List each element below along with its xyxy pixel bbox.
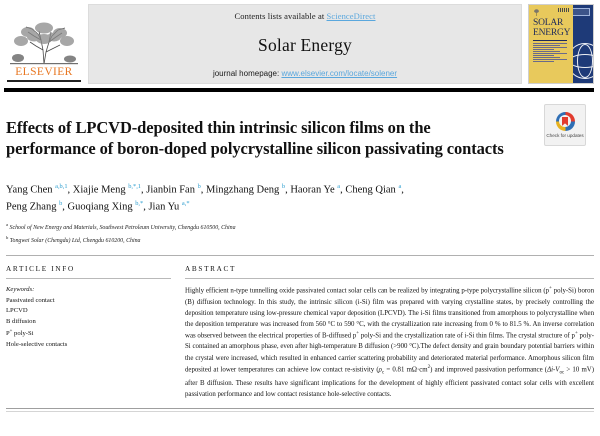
cover-line: [533, 53, 567, 54]
article-info-rule: [6, 278, 171, 280]
keyword-item: P+ poly-Si: [6, 328, 34, 337]
sciencedirect-link[interactable]: ScienceDirect: [326, 11, 376, 21]
cover-line: [533, 43, 567, 44]
page-footer-rule: [6, 410, 594, 412]
affiliation-marker-a: a: [6, 222, 9, 228]
cover-line: [533, 51, 560, 52]
article-info-heading: ARTICLE INFO: [6, 265, 75, 274]
contents-list-line: Contents lists available at ScienceDirec…: [234, 11, 375, 21]
crossmark-label: Check for updates: [546, 132, 584, 138]
cover-barcode-icon: [558, 8, 571, 12]
article-body-columns: ARTICLE INFO Keywords: Passivated contac…: [0, 256, 600, 400]
author-affil-marker[interactable]: a: [398, 183, 402, 191]
cover-divider: [533, 40, 568, 41]
cover-line: [533, 45, 560, 46]
keyword-item: B diffusion: [6, 318, 36, 326]
author-affil-marker[interactable]: a,b,1: [55, 183, 68, 191]
affiliation-list: a School of New Energy and Materials, So…: [0, 215, 600, 246]
cover-line: [533, 47, 567, 48]
author-affil-marker[interactable]: b,*: [135, 199, 144, 207]
author-affil-marker[interactable]: a,*: [181, 199, 190, 207]
page-title: Effects of LPCVD-deposited thin intrinsi…: [6, 118, 504, 159]
journal-cover-thumbnail[interactable]: SOLAR ENERGY: [528, 4, 594, 84]
affiliation-b: b Tongwei Solar (Chengdu) Ltd, Chengdu 6…: [6, 234, 594, 247]
elsevier-wordmark: ELSEVIER: [15, 65, 73, 78]
crossmark-ring-icon: [555, 111, 575, 131]
affiliation-b-text: Tongwei Solar (Chengdu) Ltd, Chengdu 610…: [9, 237, 141, 244]
crossmark-badge[interactable]: Check for updates: [544, 104, 586, 146]
author-list: Yang Chen a,b,1, Xiajie Meng b,*,1, Jian…: [0, 170, 600, 215]
masthead-bottom-rule: [4, 88, 594, 92]
author-affil-marker[interactable]: a: [337, 183, 341, 191]
cover-society-logo-icon: [573, 8, 590, 16]
author-affil-marker[interactable]: b: [59, 199, 63, 207]
cover-line: [533, 59, 567, 60]
cover-line: [533, 61, 554, 62]
cover-text-lines: [533, 43, 570, 62]
journal-masthead: ELSEVIER Contents lists available at Sci…: [0, 0, 600, 84]
title-section: Effects of LPCVD-deposited thin intrinsi…: [0, 92, 600, 159]
keywords-label: Keywords:: [6, 286, 35, 294]
homepage-prefix: journal homepage:: [212, 69, 282, 78]
cover-spine-panel: [573, 5, 593, 83]
author-affil-marker[interactable]: b: [197, 183, 201, 191]
keyword-superscript: +: [9, 328, 13, 334]
cover-line: [533, 57, 560, 58]
cover-journal-name: SOLAR ENERGY: [533, 18, 571, 38]
cover-name-line1: SOLAR: [533, 18, 564, 28]
cover-name-line2: ENERGY: [533, 27, 571, 38]
keyword-item: Passivated contact: [6, 296, 55, 304]
keyword-item: LPCVD: [6, 307, 28, 315]
journal-name: Solar Energy: [258, 34, 352, 55]
abstract-heading: ABSTRACT: [185, 265, 237, 274]
cover-line: [533, 49, 554, 50]
abstract-rule: [185, 278, 594, 280]
abstract-body: Highly efficient n-type tunnelling oxide…: [185, 286, 594, 398]
affiliation-marker-b: b: [6, 234, 9, 240]
contents-prefix: Contents lists available at: [234, 11, 327, 21]
cover-top-icons: [533, 8, 571, 17]
journal-homepage-line: journal homepage: www.elsevier.com/locat…: [213, 69, 397, 78]
affiliation-a-text: School of New Energy and Materials, Sout…: [9, 225, 236, 232]
elsevier-tree-icon: [10, 22, 78, 64]
cover-front-panel: SOLAR ENERGY: [529, 5, 574, 83]
elsevier-underline: [7, 80, 81, 82]
cover-globe-icon: [573, 43, 593, 79]
cover-line: [533, 55, 554, 56]
keyword-item: Hole-selective contacts: [6, 340, 68, 348]
authors-bottom-rule: [6, 255, 594, 257]
cover-elsevier-mini-icon: [534, 9, 539, 16]
elsevier-logo: ELSEVIER: [4, 4, 84, 84]
crossmark-bookmark-icon: [562, 116, 568, 126]
journal-homepage-link[interactable]: www.elsevier.com/locate/solener: [281, 69, 398, 78]
abstract-column: ABSTRACT Highly efficient n-type tunnell…: [185, 265, 594, 400]
author-line-1: Yang Chen a,b,1, Xiajie Meng b,*,1, Jian…: [6, 183, 404, 196]
author-line-2: Peng Zhang b, Guoqiang Xing b,*, Jian Yu…: [6, 199, 190, 213]
author-affil-marker[interactable]: b: [281, 183, 286, 191]
affiliation-a: a School of New Energy and Materials, So…: [6, 221, 594, 234]
journal-info-band: Contents lists available at ScienceDirec…: [88, 4, 522, 84]
author-affil-marker[interactable]: b,*,1: [128, 183, 141, 191]
article-info-column: ARTICLE INFO Keywords: Passivated contac…: [6, 265, 171, 400]
abstract-bottom-rule: [6, 407, 594, 409]
